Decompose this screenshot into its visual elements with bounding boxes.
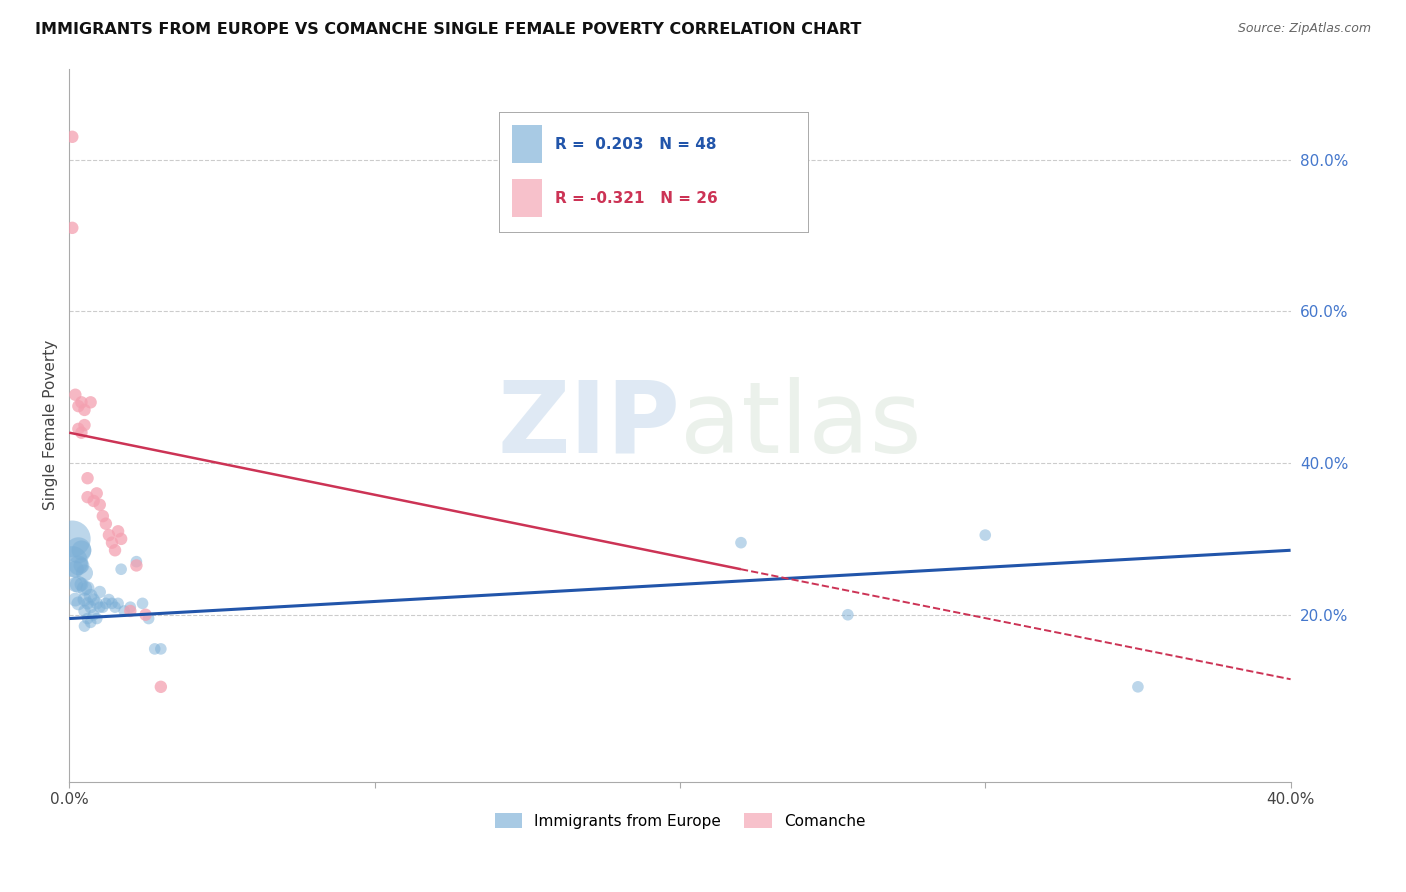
Point xyxy=(65,592,87,607)
Point xyxy=(79,600,101,615)
Point xyxy=(60,220,83,235)
Text: R =  0.203   N = 48: R = 0.203 N = 48 xyxy=(555,136,716,152)
Point xyxy=(91,509,114,524)
Point xyxy=(65,562,87,576)
Point xyxy=(83,494,105,508)
Point xyxy=(73,604,96,618)
Point xyxy=(76,490,98,504)
Text: atlas: atlas xyxy=(681,376,921,474)
Point xyxy=(70,425,93,440)
Point xyxy=(120,604,142,618)
Point xyxy=(89,600,111,615)
Point xyxy=(125,555,148,569)
Point xyxy=(1126,680,1149,694)
Point xyxy=(89,585,111,599)
Text: R = -0.321   N = 26: R = -0.321 N = 26 xyxy=(555,191,717,206)
Point xyxy=(104,600,127,615)
Point xyxy=(70,395,93,409)
Point xyxy=(70,577,93,591)
Point xyxy=(135,607,157,622)
Point xyxy=(94,516,117,531)
Point xyxy=(65,388,87,402)
Text: Source: ZipAtlas.com: Source: ZipAtlas.com xyxy=(1237,22,1371,36)
Text: IMMIGRANTS FROM EUROPE VS COMANCHE SINGLE FEMALE POVERTY CORRELATION CHART: IMMIGRANTS FROM EUROPE VS COMANCHE SINGL… xyxy=(35,22,862,37)
Point xyxy=(638,190,661,204)
Point xyxy=(79,615,101,630)
Point xyxy=(104,543,127,558)
Point xyxy=(76,611,98,625)
Point xyxy=(73,581,96,595)
Point xyxy=(110,562,132,576)
Point xyxy=(110,532,132,546)
Point xyxy=(97,528,120,542)
Legend: Immigrants from Europe, Comanche: Immigrants from Europe, Comanche xyxy=(488,807,872,835)
Point xyxy=(65,577,87,591)
Point xyxy=(83,607,105,622)
Point xyxy=(101,535,124,549)
Point xyxy=(138,611,160,625)
Point xyxy=(73,403,96,417)
Point xyxy=(79,589,101,603)
Point xyxy=(76,471,98,485)
Point xyxy=(60,555,83,569)
Point xyxy=(67,558,90,573)
Point xyxy=(83,592,105,607)
Point xyxy=(73,619,96,633)
Point xyxy=(70,558,93,573)
Point xyxy=(125,558,148,573)
Point xyxy=(73,566,96,580)
Point xyxy=(76,596,98,610)
Point xyxy=(67,399,90,413)
Point xyxy=(101,596,124,610)
Point xyxy=(94,596,117,610)
Point xyxy=(131,596,153,610)
Point xyxy=(86,486,108,500)
Point xyxy=(67,543,90,558)
Point xyxy=(149,680,172,694)
Point xyxy=(143,641,166,656)
FancyBboxPatch shape xyxy=(512,125,543,163)
Point xyxy=(86,611,108,625)
Point xyxy=(67,422,90,436)
Point xyxy=(91,600,114,615)
Point xyxy=(67,596,90,610)
Point xyxy=(76,581,98,595)
Point xyxy=(60,532,83,546)
Point xyxy=(73,592,96,607)
Point xyxy=(974,528,997,542)
Point xyxy=(70,543,93,558)
Text: ZIP: ZIP xyxy=(498,376,681,474)
Point xyxy=(86,596,108,610)
Point xyxy=(67,577,90,591)
Point xyxy=(79,395,101,409)
Point xyxy=(112,604,135,618)
Point xyxy=(97,592,120,607)
Y-axis label: Single Female Poverty: Single Female Poverty xyxy=(44,340,58,510)
Point xyxy=(60,129,83,144)
Point xyxy=(89,498,111,512)
Point xyxy=(73,418,96,433)
Point xyxy=(120,600,142,615)
Point xyxy=(149,641,172,656)
Point xyxy=(107,596,129,610)
Point xyxy=(730,535,752,549)
FancyBboxPatch shape xyxy=(512,179,543,218)
Point xyxy=(837,607,859,622)
Point xyxy=(107,524,129,539)
